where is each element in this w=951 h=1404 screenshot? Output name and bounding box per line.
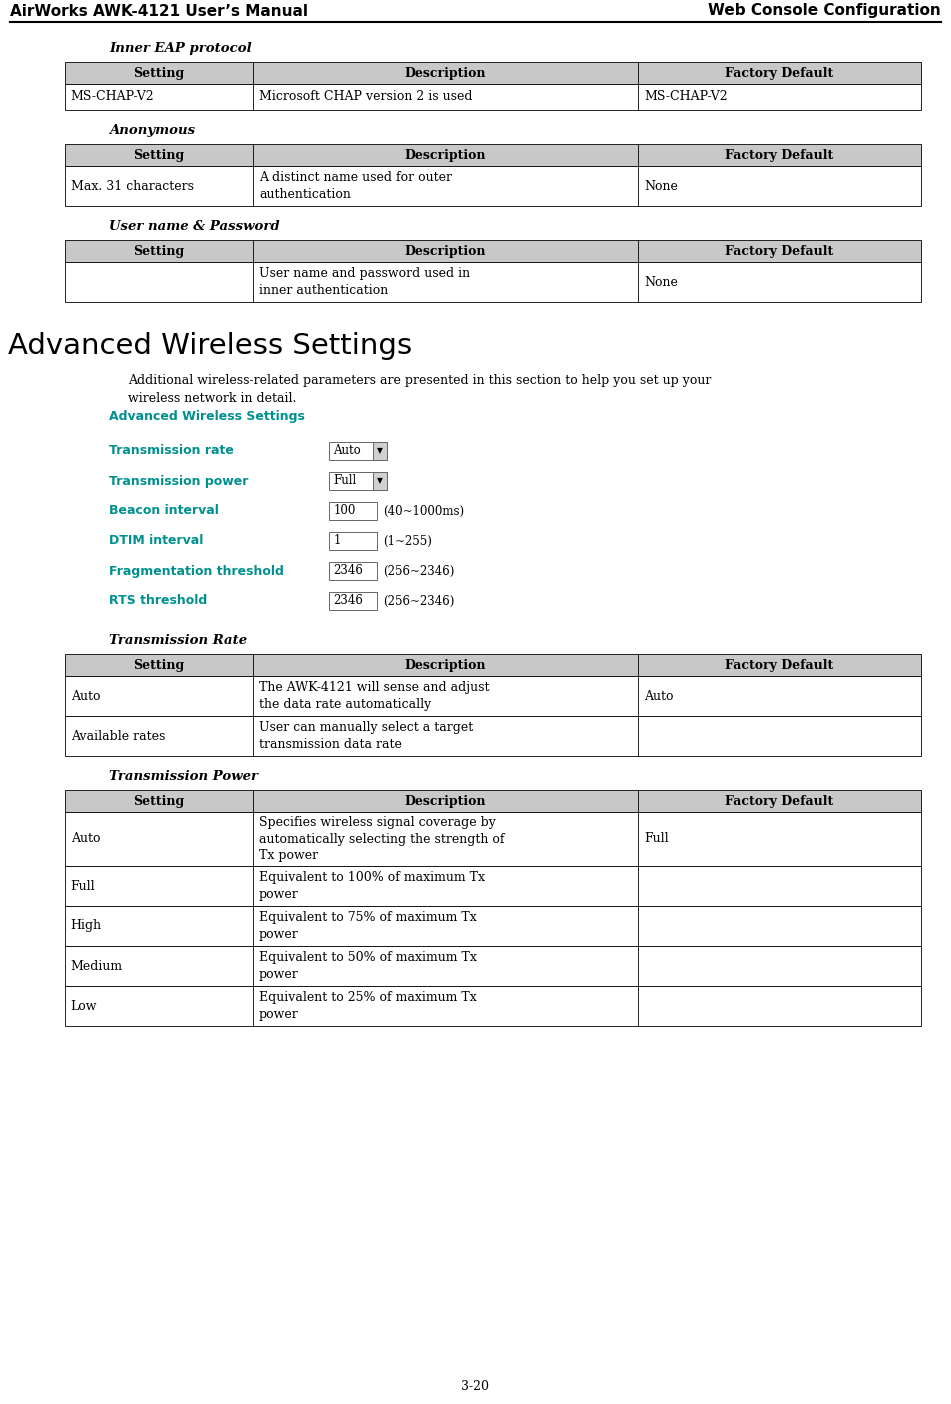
Text: Description: Description	[405, 149, 486, 161]
Text: Description: Description	[405, 244, 486, 257]
Text: 2346: 2346	[334, 594, 363, 608]
Text: Specifies wireless signal coverage by
automatically selecting the strength of
Tx: Specifies wireless signal coverage by au…	[259, 816, 504, 862]
Text: Auto: Auto	[644, 689, 673, 702]
Text: None: None	[644, 275, 678, 288]
Text: Auto: Auto	[70, 833, 100, 845]
Bar	[374, 442, 387, 461]
Text: Equivalent to 50% of maximum Tx
power: Equivalent to 50% of maximum Tx power	[259, 952, 476, 981]
Bar	[329, 532, 378, 550]
Text: Transmission Rate: Transmission Rate	[109, 635, 247, 647]
Bar	[65, 716, 921, 755]
Bar	[65, 84, 921, 110]
Text: Equivalent to 25% of maximum Tx
power: Equivalent to 25% of maximum Tx power	[259, 991, 476, 1021]
Text: User can manually select a target
transmission data rate: User can manually select a target transm…	[259, 722, 474, 751]
Text: 2346: 2346	[334, 564, 363, 577]
Text: ▼: ▼	[378, 476, 383, 486]
Text: High: High	[70, 920, 102, 932]
Bar	[329, 442, 387, 461]
Text: Setting: Setting	[133, 66, 184, 80]
Bar	[65, 986, 921, 1026]
Text: (256~2346): (256~2346)	[383, 594, 455, 608]
Text: Equivalent to 75% of maximum Tx
power: Equivalent to 75% of maximum Tx power	[259, 911, 476, 941]
Bar	[65, 906, 921, 946]
Bar	[65, 166, 921, 206]
Text: Inner EAP protocol: Inner EAP protocol	[109, 42, 252, 55]
Bar	[329, 503, 378, 519]
Text: Available rates: Available rates	[70, 730, 165, 743]
Text: Factory Default: Factory Default	[726, 244, 833, 257]
Text: Full: Full	[644, 833, 669, 845]
Bar	[65, 866, 921, 906]
Bar	[65, 790, 921, 812]
Bar	[65, 62, 921, 84]
Text: Auto: Auto	[334, 445, 361, 458]
Text: Beacon interval: Beacon interval	[109, 504, 220, 518]
Text: Medium: Medium	[70, 959, 123, 973]
Text: Transmission power: Transmission power	[109, 475, 249, 487]
Text: Advanced Wireless Settings: Advanced Wireless Settings	[109, 410, 305, 423]
Text: 1: 1	[334, 535, 340, 548]
Bar	[329, 592, 378, 609]
Text: Low: Low	[70, 1000, 97, 1012]
Text: Full: Full	[70, 879, 95, 893]
Bar	[65, 812, 921, 866]
Text: Transmission rate: Transmission rate	[109, 445, 234, 458]
Text: Setting: Setting	[133, 244, 184, 257]
Text: Transmission Power: Transmission Power	[109, 769, 259, 783]
Text: Anonymous: Anonymous	[109, 124, 196, 138]
Bar	[374, 472, 387, 490]
Text: (40~1000ms): (40~1000ms)	[383, 504, 464, 518]
Text: Additional wireless-related parameters are presented in this section to help you: Additional wireless-related parameters a…	[128, 373, 711, 404]
Text: Factory Default: Factory Default	[726, 149, 833, 161]
Text: MS-CHAP-V2: MS-CHAP-V2	[644, 90, 728, 104]
Bar	[65, 145, 921, 166]
Text: User name & Password: User name & Password	[109, 220, 280, 233]
Text: Factory Default: Factory Default	[726, 658, 833, 671]
Text: 3-20: 3-20	[461, 1380, 490, 1393]
Text: Microsoft CHAP version 2 is used: Microsoft CHAP version 2 is used	[259, 90, 473, 104]
Text: Factory Default: Factory Default	[726, 795, 833, 807]
Bar	[329, 562, 378, 580]
Bar	[65, 654, 921, 675]
Text: The AWK-4121 will sense and adjust
the data rate automatically: The AWK-4121 will sense and adjust the d…	[259, 681, 490, 710]
Text: Full: Full	[334, 475, 357, 487]
Text: DTIM interval: DTIM interval	[109, 535, 204, 548]
Text: None: None	[644, 180, 678, 192]
Text: Factory Default: Factory Default	[726, 66, 833, 80]
Text: Setting: Setting	[133, 658, 184, 671]
Text: Description: Description	[405, 658, 486, 671]
Text: Description: Description	[405, 795, 486, 807]
Text: MS-CHAP-V2: MS-CHAP-V2	[70, 90, 154, 104]
Text: Auto: Auto	[70, 689, 100, 702]
Bar	[65, 263, 921, 302]
Bar	[65, 240, 921, 263]
Text: Description: Description	[405, 66, 486, 80]
Text: Advanced Wireless Settings: Advanced Wireless Settings	[8, 331, 412, 359]
Text: (1~255): (1~255)	[383, 535, 433, 548]
Text: Setting: Setting	[133, 795, 184, 807]
Text: User name and password used in
inner authentication: User name and password used in inner aut…	[259, 267, 470, 296]
Text: (256~2346): (256~2346)	[383, 564, 455, 577]
Bar	[65, 675, 921, 716]
Text: Max. 31 characters: Max. 31 characters	[70, 180, 194, 192]
Bar	[65, 946, 921, 986]
Text: 100: 100	[334, 504, 356, 518]
Text: RTS threshold: RTS threshold	[109, 594, 207, 608]
Text: ▼: ▼	[378, 446, 383, 455]
Bar	[329, 472, 387, 490]
Text: Setting: Setting	[133, 149, 184, 161]
Text: AirWorks AWK-4121 User’s Manual: AirWorks AWK-4121 User’s Manual	[10, 3, 308, 18]
Text: Web Console Configuration: Web Console Configuration	[708, 3, 941, 18]
Text: Fragmentation threshold: Fragmentation threshold	[109, 564, 284, 577]
Text: Equivalent to 100% of maximum Tx
power: Equivalent to 100% of maximum Tx power	[259, 872, 485, 901]
Text: A distinct name used for outer
authentication: A distinct name used for outer authentic…	[259, 171, 452, 201]
